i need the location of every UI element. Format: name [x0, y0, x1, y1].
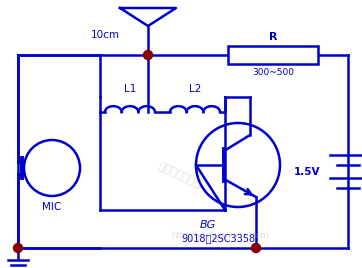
Text: http://yydz.myrice.com: http://yydz.myrice.com [171, 230, 269, 240]
Bar [228, 46, 318, 64]
Text: R: R [269, 32, 277, 42]
Text: 1.5V: 1.5V [294, 167, 320, 177]
Text: L1: L1 [124, 84, 136, 94]
Text: L2: L2 [189, 84, 201, 94]
Text: 10cm: 10cm [91, 30, 120, 40]
Text: BG: BG [200, 220, 216, 230]
Circle shape [143, 50, 152, 59]
Circle shape [252, 244, 261, 252]
Text: 300~500: 300~500 [252, 68, 294, 77]
Circle shape [13, 244, 22, 252]
Circle shape [144, 51, 152, 59]
Text: 无限电子制作网: 无限电子制作网 [157, 161, 203, 189]
Text: 9018或2SC3358: 9018或2SC3358 [181, 233, 255, 243]
Text: MIC: MIC [42, 202, 62, 212]
